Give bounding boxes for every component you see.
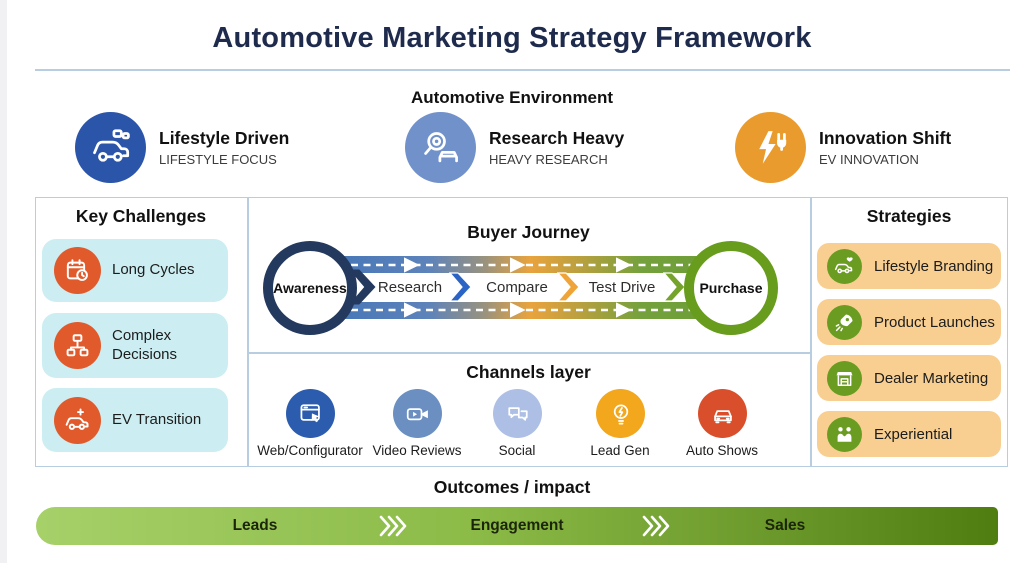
title-divider [35, 69, 1010, 71]
challenge-label: Long Cycles [112, 261, 195, 279]
channel-label: Social [498, 443, 536, 458]
journey-chevron-compare [557, 272, 580, 302]
ev-lightning-plug-icon [735, 112, 806, 183]
journey-awareness-circle: Awareness [263, 241, 357, 335]
environment-item-title: Research Heavy [489, 128, 625, 149]
column-divider-left [247, 197, 249, 467]
journey-step-compare: Compare [486, 279, 548, 296]
lightbulb-icon [596, 389, 645, 438]
calendar-clock-icon [54, 247, 101, 294]
journey-step-research: Research [377, 279, 443, 296]
decision-tree-icon [54, 322, 101, 369]
environment-item-title: Innovation Shift [819, 128, 952, 149]
challenge-card-ev-transition: EV Transition [42, 388, 228, 452]
browser-cursor-icon [286, 389, 335, 438]
challenge-card-long-cycles: Long Cycles [42, 239, 228, 302]
lifestyle-car-icon [75, 112, 146, 183]
challenges-heading: Key Challenges [75, 206, 207, 226]
environment-item-subtitle: HEAVY RESEARCH [489, 151, 608, 167]
video-camera-icon [393, 389, 442, 438]
journey-purchase-circle: Purchase [684, 241, 778, 335]
environment-item-lifestyle: Lifestyle Driven LIFESTYLE FOCUS [75, 112, 289, 183]
chat-bubbles-icon [493, 389, 542, 438]
main-columns-box [35, 197, 1008, 467]
journey-chevron-test-drive [663, 272, 686, 302]
outcome-sales: Sales [764, 517, 806, 534]
storefront-icon [827, 360, 862, 396]
journey-chevron-start [349, 269, 376, 305]
dashed-arrow-lines [326, 257, 720, 318]
strategy-label: Lifestyle Branding [874, 257, 994, 275]
page-edge-strip [0, 0, 7, 563]
environment-item-title: Lifestyle Driven [159, 128, 290, 149]
outcomes-bar [36, 507, 998, 545]
rocket-icon [827, 304, 862, 340]
magnifier-car-icon [405, 112, 476, 183]
journey-band-white-strip [310, 273, 734, 302]
channels-heading: Channels layer [466, 362, 591, 382]
environment-item-innovation: Innovation Shift EV INNOVATION [735, 112, 951, 183]
environment-item-subtitle: LIFESTYLE FOCUS [159, 151, 277, 167]
journey-step-test-drive: Test Drive [588, 279, 656, 296]
environment-heading: Automotive Environment [410, 88, 614, 107]
car-front-icon [698, 389, 747, 438]
outcomes-chevron-1 [379, 515, 407, 537]
outcomes-heading: Outcomes / impact [433, 477, 591, 497]
strategies-heading: Strategies [866, 206, 952, 226]
channel-label: Lead Gen [590, 443, 650, 458]
journey-band [310, 256, 734, 319]
journey-channels-divider [247, 352, 810, 354]
channel-label: Auto Shows [685, 443, 759, 458]
outcome-leads: Leads [232, 517, 278, 534]
ev-car-icon [54, 396, 101, 444]
environment-item-subtitle: EV INNOVATION [819, 151, 919, 167]
journey-heading: Buyer Journey [467, 222, 590, 242]
outcomes-chevron-2 [642, 515, 670, 537]
column-divider-right [810, 197, 812, 467]
journey-chevron-research [449, 272, 472, 302]
strategy-card-experiential: Experiential [817, 411, 1001, 457]
strategy-label: Experiential [874, 425, 953, 443]
channel-label: Web/Configurator [257, 443, 363, 458]
outcome-engagement: Engagement [470, 517, 564, 534]
channel-label: Video Reviews [372, 443, 462, 458]
strategy-label: Dealer Marketing [874, 369, 989, 387]
environment-item-research: Research Heavy HEAVY RESEARCH [405, 112, 624, 183]
strategy-card-lifestyle-branding: Lifestyle Branding [817, 243, 1001, 289]
page-title: Automotive Marketing Strategy Framework [212, 22, 812, 54]
challenge-label: EV Transition [112, 410, 202, 428]
challenge-card-complex-decisions: Complex Decisions [42, 313, 228, 378]
challenge-label: Complex Decisions [112, 326, 178, 363]
strategy-card-product-launches: Product Launches [817, 299, 1001, 345]
people-icon [827, 416, 862, 452]
car-heart-icon [827, 248, 862, 284]
strategy-card-dealer-marketing: Dealer Marketing [817, 355, 1001, 401]
strategy-label: Product Launches [874, 313, 995, 331]
